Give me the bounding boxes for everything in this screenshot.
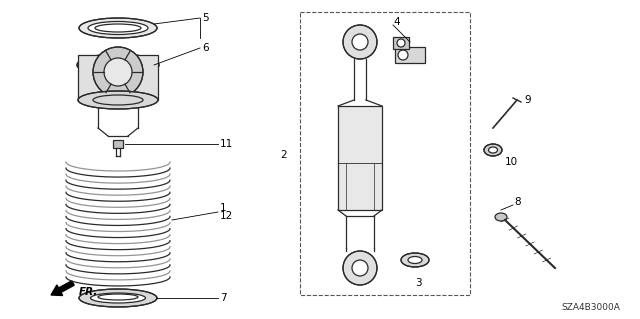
Text: 12: 12: [220, 211, 233, 221]
Text: 2: 2: [280, 150, 287, 160]
Ellipse shape: [78, 91, 158, 109]
Bar: [113, 140, 123, 148]
Text: 1: 1: [220, 203, 227, 213]
Circle shape: [343, 251, 377, 285]
Text: 7: 7: [220, 293, 227, 303]
FancyArrow shape: [51, 281, 74, 295]
Ellipse shape: [90, 293, 145, 303]
Text: 11: 11: [220, 139, 233, 149]
Bar: [78, 55, 158, 100]
Text: 8: 8: [514, 197, 520, 207]
Ellipse shape: [484, 144, 502, 156]
Ellipse shape: [77, 54, 159, 76]
Bar: [395, 47, 425, 63]
Bar: [300, 12, 470, 295]
Circle shape: [352, 260, 368, 276]
Circle shape: [104, 58, 132, 86]
Circle shape: [343, 25, 377, 59]
Ellipse shape: [408, 256, 422, 263]
Text: 10: 10: [505, 157, 518, 167]
Text: 5: 5: [202, 13, 209, 23]
Ellipse shape: [488, 147, 497, 153]
Text: 9: 9: [524, 95, 531, 105]
Ellipse shape: [79, 289, 157, 307]
Ellipse shape: [401, 253, 429, 267]
Text: 6: 6: [202, 43, 209, 53]
Circle shape: [352, 34, 368, 50]
Text: SZA4B3000A: SZA4B3000A: [561, 303, 620, 313]
Text: 3: 3: [415, 278, 422, 288]
Ellipse shape: [79, 18, 157, 38]
Text: 4: 4: [393, 17, 399, 27]
Bar: [338, 106, 382, 210]
Circle shape: [93, 47, 143, 97]
Text: FR.: FR.: [79, 287, 99, 297]
Ellipse shape: [495, 213, 507, 221]
Circle shape: [398, 50, 408, 60]
Bar: [393, 37, 409, 49]
Circle shape: [397, 39, 405, 47]
Ellipse shape: [88, 21, 148, 34]
